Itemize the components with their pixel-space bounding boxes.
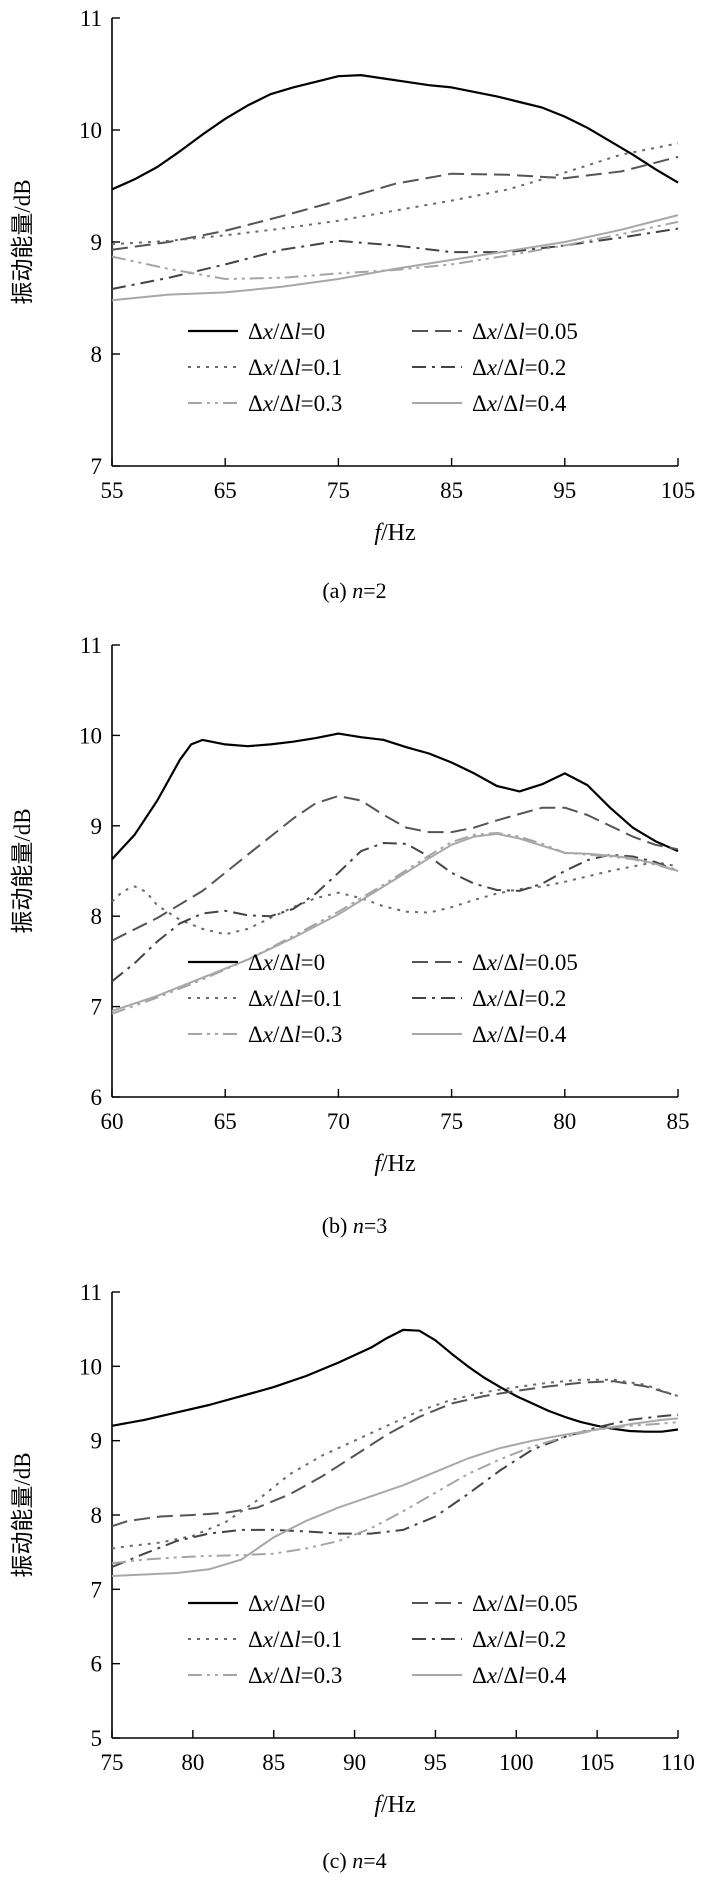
legend-label-3: Δx/Δl=0.2 <box>472 1627 566 1652</box>
x-axis-label: f/Hz <box>374 1151 415 1177</box>
y-tick-label: 8 <box>91 904 103 929</box>
x-tick-label: 65 <box>214 1109 237 1134</box>
x-tick-label: 60 <box>101 1109 124 1134</box>
legend-label-1: Δx/Δl=0.05 <box>472 319 578 344</box>
series-line-0 <box>111 732 679 860</box>
x-tick-label: 70 <box>327 1109 350 1134</box>
legend-label-0: Δx/Δl=0 <box>248 1591 325 1616</box>
legend-label-3: Δx/Δl=0.2 <box>472 986 566 1011</box>
panel-a: 7 8 9 10 11 55 65 75 85 95 105 振动能量/dB f/Hz Δx/Δl=0 Δx… <box>0 0 709 628</box>
x-axis-label: f/Hz <box>374 520 415 546</box>
series-line-5 <box>111 214 679 302</box>
y-tick-label: 9 <box>91 814 103 839</box>
y-tick-label: 11 <box>80 1280 102 1305</box>
legend-label-5: Δx/Δl=0.4 <box>472 1022 567 1047</box>
x-tick-label: 90 <box>343 1750 366 1775</box>
y-axis-label: 振动能量/dB <box>10 808 35 933</box>
y-tick-label: 11 <box>80 6 102 31</box>
x-tick-label: 95 <box>553 478 576 503</box>
series-line-5 <box>111 1417 679 1577</box>
y-tick-label: 9 <box>91 230 103 255</box>
x-axis-label: f/Hz <box>374 1792 415 1818</box>
series-line-3 <box>111 842 679 983</box>
x-tick-label: 105 <box>661 478 696 503</box>
series-line-2 <box>111 142 679 246</box>
legend-label-0: Δx/Δl=0 <box>248 950 325 975</box>
y-tick-label: 7 <box>91 1577 103 1602</box>
x-tick-label: 100 <box>499 1750 534 1775</box>
series-line-3 <box>111 227 679 290</box>
y-tick-label: 10 <box>79 118 102 143</box>
series-line-1 <box>111 1380 679 1528</box>
series-line-0 <box>111 1328 679 1433</box>
y-tick-label: 7 <box>91 995 103 1020</box>
x-tick-label: 105 <box>580 1750 615 1775</box>
legend-label-4: Δx/Δl=0.3 <box>248 1663 342 1688</box>
legend-label-4: Δx/Δl=0.3 <box>248 391 342 416</box>
y-axis-label: 振动能量/dB <box>10 1452 35 1577</box>
caption-c: (c) n=4 <box>322 1848 387 1873</box>
y-tick-label: 8 <box>91 342 103 367</box>
legend-label-1: Δx/Δl=0.05 <box>472 1591 578 1616</box>
series-line-1 <box>111 795 679 942</box>
y-tick-label: 7 <box>91 454 103 479</box>
panel-c: 5 6 7 8 9 10 11 75 80 85 90 95 100 105 110 振动能量/dB f/Hz Δ… <box>0 1262 709 1888</box>
y-tick-label: 9 <box>91 1429 103 1454</box>
panel-b: 6 7 8 9 10 11 60 65 70 75 80 85 振动能量/dB f/Hz Δx/Δl=0 Δx… <box>0 630 709 1260</box>
chart-panel-a: 7 8 9 10 11 55 65 75 85 95 105 振动能量/dB f/Hz Δx/Δl=0 Δx… <box>10 6 696 546</box>
series-line-4 <box>111 220 679 280</box>
x-tick-label: 75 <box>327 478 350 503</box>
chart-panel-c: 5 6 7 8 9 10 11 75 80 85 90 95 100 105 110 振动能量/dB f/Hz Δ… <box>10 1280 695 1818</box>
x-tick-label: 75 <box>101 1750 124 1775</box>
y-tick-label: 6 <box>91 1085 103 1110</box>
y-tick-label: 6 <box>91 1652 103 1677</box>
series-line-3 <box>111 1413 679 1568</box>
series-line-2 <box>111 1378 679 1550</box>
series-line-1 <box>111 155 679 251</box>
series-line-4 <box>111 832 679 1015</box>
x-tick-label: 75 <box>440 1109 463 1134</box>
legend-label-3: Δx/Δl=0.2 <box>472 355 566 380</box>
x-tick-label: 85 <box>262 1750 285 1775</box>
y-tick-label: 5 <box>91 1726 103 1751</box>
chart-panel-b: 6 7 8 9 10 11 60 65 70 75 80 85 振动能量/dB f/Hz Δx/Δl=0 Δx… <box>10 633 690 1177</box>
x-tick-label: 110 <box>661 1750 695 1775</box>
x-tick-label: 80 <box>553 1109 576 1134</box>
y-tick-label: 11 <box>80 633 102 658</box>
x-tick-label: 95 <box>424 1750 447 1775</box>
series-line-2 <box>111 861 679 936</box>
legend-label-5: Δx/Δl=0.4 <box>472 391 567 416</box>
legend-label-5: Δx/Δl=0.4 <box>472 1663 567 1688</box>
caption-b: (b) n=3 <box>321 1213 388 1238</box>
x-tick-label: 55 <box>101 478 124 503</box>
y-tick-label: 10 <box>79 723 102 748</box>
y-axis-label: 振动能量/dB <box>10 179 35 304</box>
legend-label-0: Δx/Δl=0 <box>248 319 325 344</box>
x-tick-label: 80 <box>181 1750 204 1775</box>
series-line-0 <box>111 74 679 191</box>
caption-a: (a) n=2 <box>322 578 387 603</box>
y-tick-label: 8 <box>91 1503 103 1528</box>
y-tick-label: 10 <box>79 1354 102 1379</box>
legend-label-1: Δx/Δl=0.05 <box>472 950 578 975</box>
legend-label-2: Δx/Δl=0.1 <box>248 1627 342 1652</box>
x-tick-label: 85 <box>440 478 463 503</box>
legend-label-2: Δx/Δl=0.1 <box>248 986 342 1011</box>
x-tick-label: 65 <box>214 478 237 503</box>
legend-label-4: Δx/Δl=0.3 <box>248 1022 342 1047</box>
series-line-5 <box>111 832 679 1013</box>
series-line-4 <box>111 1421 679 1565</box>
legend-label-2: Δx/Δl=0.1 <box>248 355 342 380</box>
x-tick-label: 85 <box>667 1109 690 1134</box>
